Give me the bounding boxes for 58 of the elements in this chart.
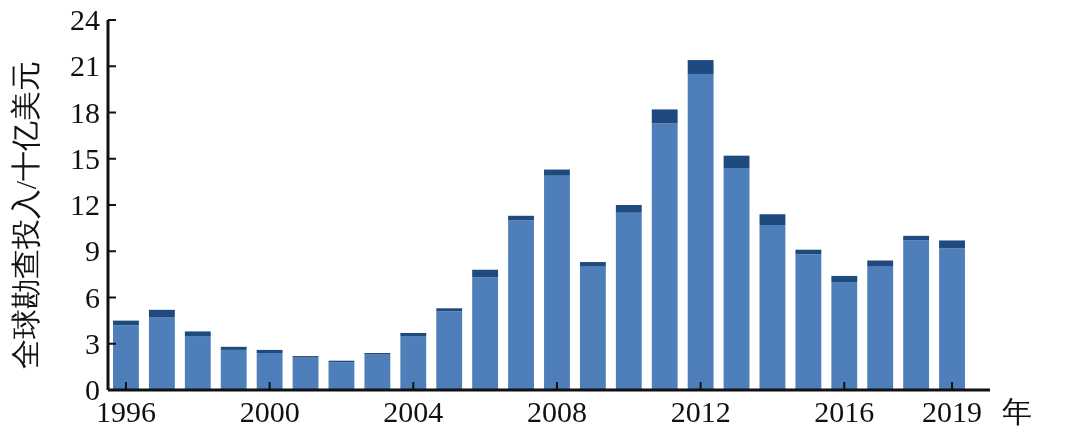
- bar: [436, 308, 463, 312]
- bar: [364, 354, 391, 390]
- bar: [436, 311, 463, 390]
- x-tick-label: 2012: [670, 395, 731, 428]
- bar: [651, 109, 678, 124]
- bar: [113, 325, 139, 390]
- bar: [795, 254, 822, 390]
- bar: [400, 332, 427, 337]
- bar: [184, 336, 211, 390]
- y-tick-label: 12: [70, 188, 100, 221]
- bar: [508, 220, 534, 390]
- bar: [472, 269, 499, 278]
- bar: [544, 169, 570, 176]
- y-tick-label: 6: [85, 280, 100, 314]
- y-tick-label: 3: [85, 326, 100, 360]
- bar: [867, 260, 894, 267]
- bar: [687, 73, 714, 390]
- bar: [723, 155, 750, 168]
- bar: [759, 225, 786, 390]
- bar: [292, 357, 319, 390]
- bar: [148, 309, 175, 318]
- bar: [220, 349, 247, 390]
- bar: [472, 277, 499, 390]
- bar: [687, 60, 714, 74]
- y-tick-label: 0: [85, 373, 100, 406]
- bar: [939, 248, 965, 390]
- y-tick-label: 24: [70, 3, 100, 36]
- bar: [651, 123, 678, 390]
- bar: [615, 205, 642, 213]
- bar: [903, 240, 930, 390]
- x-axis-title: 年: [1002, 395, 1032, 428]
- y-tick-label: 18: [70, 95, 100, 129]
- bar: [579, 266, 606, 390]
- y-tick-label: 9: [85, 234, 100, 268]
- bar: [867, 266, 894, 390]
- x-tick-label: 2004: [383, 395, 444, 428]
- bar: [939, 240, 965, 249]
- bar: [831, 282, 858, 390]
- y-tick-label: 21: [70, 49, 100, 83]
- bar: [831, 275, 858, 283]
- bar: [615, 212, 642, 390]
- bar: [220, 346, 247, 350]
- bar: [544, 175, 570, 390]
- y-tick-label: 15: [70, 141, 100, 175]
- bar: [328, 362, 355, 390]
- bar: [723, 168, 750, 390]
- bar: [400, 336, 427, 390]
- y-axis-title: 全球勘查投入/十亿美元: [9, 60, 42, 370]
- bar: [256, 353, 283, 390]
- bar: [579, 262, 606, 267]
- x-tick-label: 2019: [922, 395, 983, 428]
- bar: [184, 331, 211, 337]
- bar: [148, 317, 175, 390]
- bar: [759, 214, 786, 226]
- bar: [256, 349, 283, 353]
- x-tick-label: 2008: [526, 395, 587, 428]
- x-tick-label: 2016: [814, 395, 875, 428]
- x-tick-label: 2000: [239, 395, 300, 428]
